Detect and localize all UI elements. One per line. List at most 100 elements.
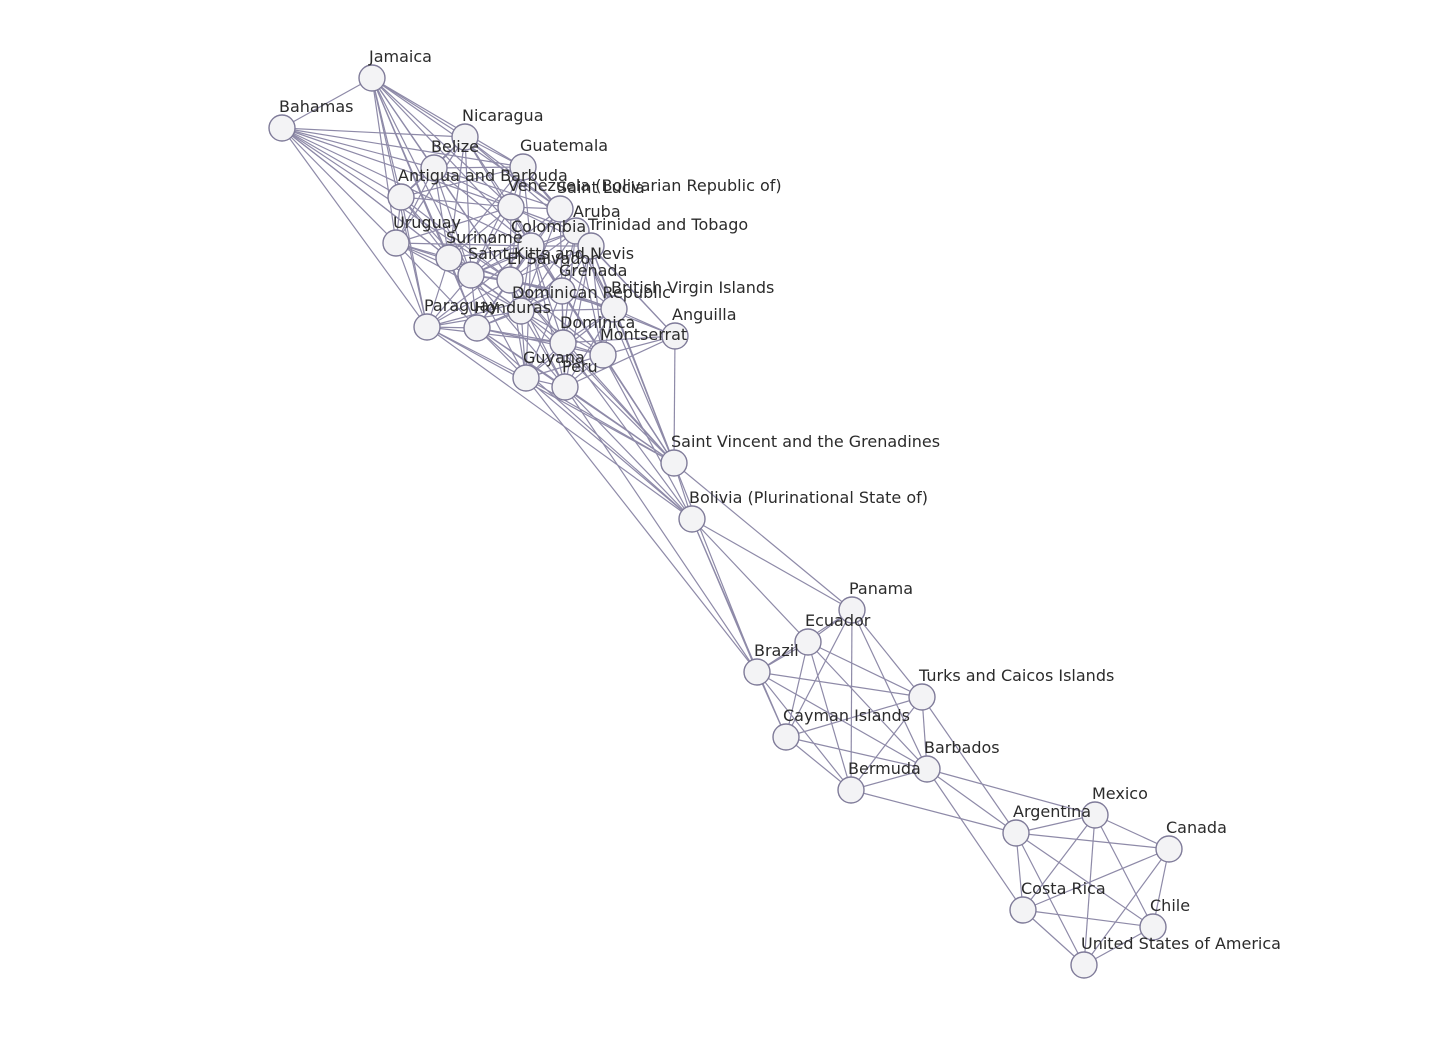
node-peru[interactable] xyxy=(551,373,579,401)
node-saint_lucia[interactable] xyxy=(546,195,574,223)
node-guatemala[interactable] xyxy=(509,153,537,181)
edge-argentina-chile xyxy=(1015,832,1154,928)
node-el_salvador[interactable] xyxy=(496,266,524,294)
node-canada[interactable] xyxy=(1155,835,1183,863)
edge-paraguay-el_salvador xyxy=(426,279,511,328)
edge-belize-guatemala xyxy=(433,166,524,169)
node-label-antigua: Antigua and Barbuda xyxy=(398,166,568,185)
node-label-barbados: Barbados xyxy=(924,738,1000,757)
node-colombia[interactable] xyxy=(517,232,545,260)
node-bolivia[interactable] xyxy=(678,505,706,533)
edge-uruguay-paraguay xyxy=(395,242,428,328)
node-bvi[interactable] xyxy=(600,295,628,323)
node-label-grenada: Grenada xyxy=(559,261,627,280)
node-honduras[interactable] xyxy=(463,314,491,342)
edge-bvi-colombia xyxy=(530,245,615,310)
node-venezuela[interactable] xyxy=(497,193,525,221)
edge-bolivia-peru xyxy=(564,386,693,520)
node-panama[interactable] xyxy=(838,596,866,624)
node-paraguay[interactable] xyxy=(413,313,441,341)
node-grenada[interactable] xyxy=(548,277,576,305)
node-bahamas[interactable] xyxy=(268,114,296,142)
node-label-skn: Saint Kitts and Nevis xyxy=(468,244,634,263)
node-label-jamaica: Jamaica xyxy=(368,47,432,66)
node-label-uruguay: Uruguay xyxy=(393,213,461,232)
edge-peru-colombia xyxy=(530,245,566,388)
node-label-aruba: Aruba xyxy=(573,202,621,221)
edge-brazil-bermuda xyxy=(756,671,852,791)
node-label-mexico: Mexico xyxy=(1092,784,1148,803)
node-uruguay[interactable] xyxy=(382,229,410,257)
edge-bolivia-honduras xyxy=(476,327,693,520)
edge-svg-el_salvador xyxy=(509,279,675,464)
node-cayman[interactable] xyxy=(772,723,800,751)
edge-bolivia-dominica xyxy=(562,342,693,520)
node-dominican_rep[interactable] xyxy=(507,297,535,325)
node-guyana[interactable] xyxy=(512,364,540,392)
edge-bahamas-antigua xyxy=(281,127,402,198)
node-suriname[interactable] xyxy=(435,244,463,272)
node-label-cayman: Cayman Islands xyxy=(783,706,910,725)
edge-bolivia-guyana xyxy=(525,377,693,520)
edge-bvi-peru xyxy=(564,308,615,388)
edge-ecuador-cayman xyxy=(785,641,809,738)
edge-anguilla-svg xyxy=(673,335,676,464)
edge-bolivia-paraguay xyxy=(426,326,693,520)
node-label-venezuela: Venezuela (Bolivarian Republic of) xyxy=(508,176,782,195)
edge-bolivia-panama xyxy=(691,518,853,611)
node-mexico[interactable] xyxy=(1081,801,1109,829)
edge-barbados-mexico xyxy=(926,768,1096,816)
edge-barbados-argentina xyxy=(926,768,1017,834)
edge-mexico-costa_rica xyxy=(1022,814,1096,911)
node-label-svg: Saint Vincent and the Grenadines xyxy=(671,432,940,451)
node-nicaragua[interactable] xyxy=(451,123,479,151)
node-label-chile: Chile xyxy=(1150,896,1190,915)
node-chile[interactable] xyxy=(1139,913,1167,941)
node-costa_rica[interactable] xyxy=(1009,896,1037,924)
node-usa[interactable] xyxy=(1070,951,1098,979)
node-trinidad[interactable] xyxy=(577,232,605,260)
edge-trinidad-dominican_rep xyxy=(520,245,592,312)
edge-montserrat-el_salvador xyxy=(509,279,604,356)
edge-turks-argentina xyxy=(921,696,1017,834)
node-belize[interactable] xyxy=(420,154,448,182)
node-label-turks: Turks and Caicos Islands xyxy=(918,666,1114,685)
edge-bahamas-venezuela xyxy=(281,127,512,208)
node-label-montserrat: Montserrat xyxy=(600,325,687,344)
edge-panama-cayman xyxy=(785,609,853,738)
node-bermuda[interactable] xyxy=(837,776,865,804)
edge-turks-bermuda xyxy=(850,696,923,791)
node-svg[interactable] xyxy=(660,449,688,477)
node-label-belize: Belize xyxy=(431,137,479,156)
edge-bahamas-guatemala xyxy=(281,127,524,168)
edge-uruguay-venezuela xyxy=(395,206,512,244)
edge-costa_rica-chile xyxy=(1022,909,1154,928)
node-label-dominica: Dominica xyxy=(560,313,635,332)
edge-anguilla-dominica xyxy=(562,335,676,344)
node-label-guatemala: Guatemala xyxy=(520,136,608,155)
edge-anguilla-peru xyxy=(564,335,676,388)
node-barbados[interactable] xyxy=(913,755,941,783)
node-label-bahamas: Bahamas xyxy=(279,97,353,116)
edge-guyana-brazil xyxy=(525,377,758,673)
edge-jamaica-guatemala xyxy=(371,77,524,168)
edge-saint_lucia-skn xyxy=(470,208,561,276)
edge-bahamas-uruguay xyxy=(281,127,397,244)
node-turks[interactable] xyxy=(908,683,936,711)
edge-belize-saint_lucia xyxy=(433,167,561,210)
edge-svg-aruba xyxy=(575,230,675,464)
node-dominica[interactable] xyxy=(549,329,577,357)
node-anguilla[interactable] xyxy=(661,322,689,350)
edge-jamaica-honduras xyxy=(371,77,478,329)
node-antigua[interactable] xyxy=(387,183,415,211)
node-label-el_salvador: El Salvador xyxy=(507,249,597,268)
node-skn[interactable] xyxy=(457,261,485,289)
node-jamaica[interactable] xyxy=(358,64,386,92)
edge-svg-brazil xyxy=(673,462,758,673)
node-brazil[interactable] xyxy=(743,658,771,686)
edge-canada-costa_rica xyxy=(1022,848,1170,911)
node-montserrat[interactable] xyxy=(589,341,617,369)
node-argentina[interactable] xyxy=(1002,819,1030,847)
node-ecuador[interactable] xyxy=(794,628,822,656)
edge-bermuda-argentina xyxy=(850,789,1017,834)
